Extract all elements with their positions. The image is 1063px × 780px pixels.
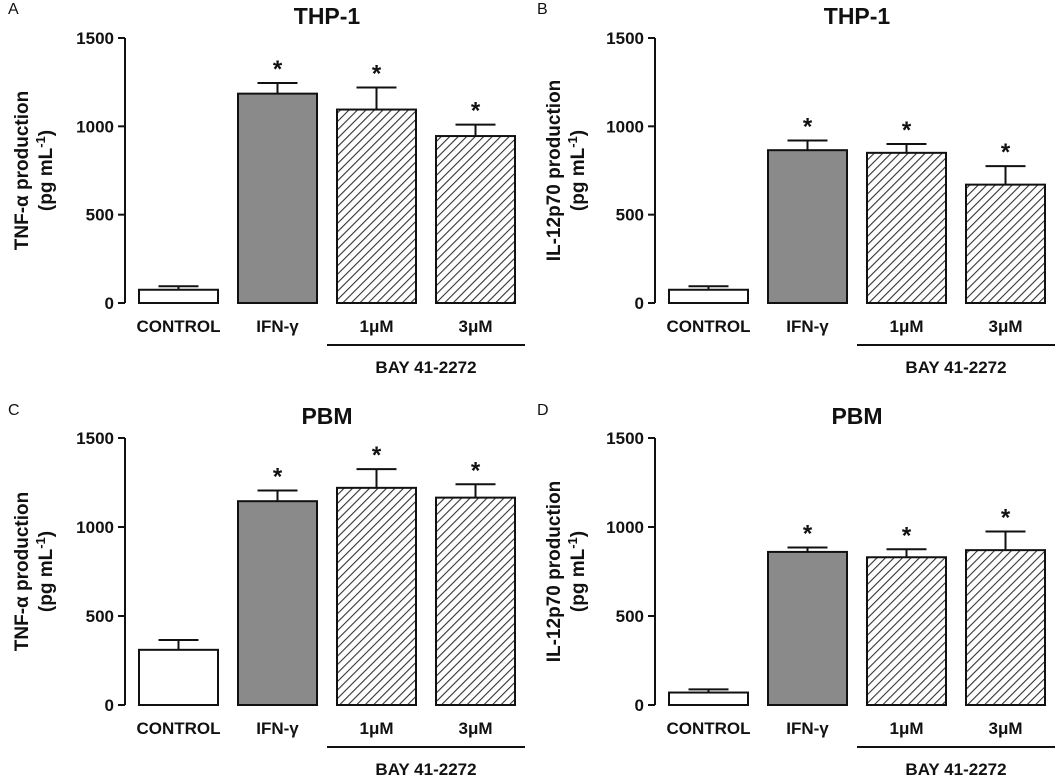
y-tick-label: 0: [635, 294, 644, 313]
y-axis-label: TNF-α production: [12, 91, 33, 250]
y-axis-label-close: ): [568, 130, 589, 136]
y-axis-label-close: ): [568, 531, 589, 537]
bar-2: [767, 149, 848, 304]
bar-2: [237, 92, 318, 305]
bar-3: [866, 151, 947, 304]
y-tick-label: 500: [86, 607, 114, 626]
y-tick-label: 500: [616, 607, 644, 626]
panel-a: A 0 500 1000 1500 TNF-α production (pg mL-1) TH…: [8, 1, 525, 377]
chart-title: THP-1: [294, 3, 361, 29]
significance-star: *: [471, 98, 481, 125]
y-tick-label: 1000: [606, 117, 644, 136]
x-category-label: IFN-γ: [256, 719, 299, 738]
y-tick-label: 1000: [76, 117, 114, 136]
bar-1: [138, 648, 219, 707]
y-axis-label-superscript: -1: [565, 136, 580, 148]
panel-letter: B: [537, 1, 548, 18]
bar-1: [668, 691, 749, 706]
x-category-label: 3μM: [988, 719, 1022, 738]
x-category-label: IFN-γ: [256, 317, 299, 336]
chart-title: PBM: [831, 403, 882, 429]
bar-4: [965, 549, 1046, 707]
x-category-label: 1μM: [359, 317, 393, 336]
significance-star: *: [273, 56, 283, 83]
y-tick-label: 1000: [76, 518, 114, 537]
x-category-label: 3μM: [988, 317, 1022, 336]
y-axis-label-superscript: -1: [565, 537, 580, 549]
y-axis-label-superscript: -1: [33, 537, 48, 549]
x-category-label: CONTROL: [666, 719, 750, 738]
significance-star: *: [372, 442, 382, 469]
x-category-label: 3μM: [458, 317, 492, 336]
bar-1: [138, 288, 219, 304]
bar-2: [767, 550, 848, 706]
y-tick-label: 500: [616, 206, 644, 225]
significance-star: *: [902, 522, 912, 549]
x-category-label: 1μM: [889, 719, 923, 738]
y-axis-label-units: (pg mL-1): [565, 531, 590, 612]
significance-star: *: [273, 464, 283, 491]
significance-star: *: [471, 457, 481, 484]
significance-star: *: [1001, 139, 1011, 166]
bar-4: [435, 496, 516, 706]
x-category-label: CONTROL: [666, 317, 750, 336]
x-category-label: IFN-γ: [786, 719, 829, 738]
y-axis-label: TNF-α production: [12, 492, 33, 651]
bar-2: [237, 500, 318, 706]
x-category-label: 1μM: [359, 719, 393, 738]
panel-b: B 0 500 1000 1500 IL-12p70 production (pg mL-1…: [537, 1, 1055, 377]
significance-star: *: [1001, 504, 1011, 531]
panel-letter: A: [8, 1, 19, 18]
y-axis-label: IL-12p70 production: [544, 481, 565, 663]
y-tick-label: 0: [105, 696, 114, 715]
bar-4: [965, 183, 1046, 304]
y-tick-label: 1500: [76, 429, 114, 448]
y-axis-label-units: (pg mL-1): [565, 130, 590, 211]
y-axis-label-superscript: -1: [33, 136, 48, 148]
panel-d: D 0 500 1000 1500 IL-12p70 production (pg mL-1…: [537, 402, 1055, 779]
significance-star: *: [372, 60, 382, 87]
group-label: BAY 41-2272: [375, 760, 476, 779]
y-tick-label: 1000: [606, 518, 644, 537]
bar-4: [435, 135, 516, 304]
y-tick-label: 1500: [606, 429, 644, 448]
group-label: BAY 41-2272: [375, 358, 476, 377]
group-label: BAY 41-2272: [905, 358, 1006, 377]
panel-letter: C: [8, 402, 20, 419]
y-tick-label: 0: [635, 696, 644, 715]
y-axis-label-close: ): [36, 130, 57, 136]
chart-title: THP-1: [824, 3, 891, 29]
panel-letter: D: [537, 402, 549, 419]
y-axis-label-units: (pg mL-1): [33, 531, 58, 612]
x-category-label: IFN-γ: [786, 317, 829, 336]
y-axis-label-units: (pg mL-1): [33, 130, 58, 211]
significance-star: *: [803, 113, 813, 140]
y-tick-label: 0: [105, 294, 114, 313]
chart-title: PBM: [301, 403, 352, 429]
x-category-label: CONTROL: [136, 317, 220, 336]
bar-3: [866, 556, 947, 707]
bar-3: [336, 108, 417, 304]
group-label: BAY 41-2272: [905, 760, 1006, 779]
bar-1: [668, 288, 749, 304]
y-tick-label: 1500: [76, 29, 114, 48]
bar-3: [336, 486, 417, 706]
x-category-label: 1μM: [889, 317, 923, 336]
significance-star: *: [902, 117, 912, 144]
x-category-label: 3μM: [458, 719, 492, 738]
y-axis-label-close: ): [36, 531, 57, 537]
panel-c: C 0 500 1000 1500 TNF-α production (pg mL-1) PB…: [8, 402, 525, 779]
x-category-label: CONTROL: [136, 719, 220, 738]
y-tick-label: 1500: [606, 29, 644, 48]
y-tick-label: 500: [86, 206, 114, 225]
y-axis-label: IL-12p70 production: [544, 80, 565, 262]
significance-star: *: [803, 520, 813, 547]
